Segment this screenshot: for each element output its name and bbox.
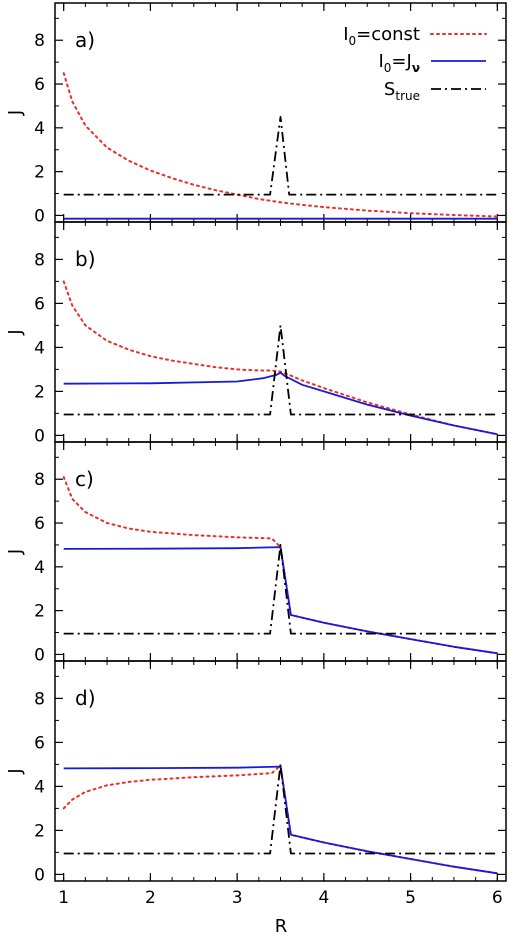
y-tick-label: 6 [34,75,45,95]
y-axis-title: J [5,768,26,774]
panel-label: b) [75,247,96,271]
y-tick-label: 4 [34,777,45,797]
y-tick-label: 8 [34,689,45,709]
series-line-I0Jnu [63,765,498,875]
legend: I0=const I0=Jν Strue [343,24,487,103]
y-tick-label: 2 [34,821,45,841]
plot-frame [54,2,507,223]
panel-d: 0 2 4 6 8 Jd) [5,660,507,885]
x-tick-label: 5 [405,888,416,908]
series-line-I0Jnu [63,371,498,436]
y-tick-label: 2 [34,602,45,622]
legend-entry: I0=Jν [378,51,486,75]
panel-b: 0 2 4 6 8 Jb) [5,221,507,446]
series-line-Strue [63,116,498,196]
series-line-I0const [62,764,499,875]
y-tick-label: 8 [34,470,45,490]
panel-label: d) [75,686,96,710]
y-tick-label: 8 [34,250,45,270]
panel-a: 0 2 4 6 8 Ja) [5,2,507,226]
legend-label: Strue [384,79,420,103]
series-line-Strue [63,763,498,855]
y-tick-label: 2 [34,163,45,183]
legend-label: I0=const [343,24,420,48]
x-tick-label: 1 [58,888,69,908]
y-axis-title: J [5,329,26,335]
x-tick-label: 4 [318,888,329,908]
legend-entry: Strue [384,79,486,103]
y-tick-label: 4 [34,119,45,139]
y-tick-label: 8 [34,31,45,51]
x-tick-labels: 1 2 3 4 5 6 [58,888,502,908]
x-tick-label: 6 [492,888,503,908]
legend-label: I0=Jν [378,51,420,75]
legend-entry: I0=const [343,24,487,48]
panels-group: 0 2 4 6 8 Ja) 0 2 4 6 8 Jb) 0 2 4 6 8 Jc) 0 2 4 6 8 Jd) [5,2,507,885]
x-tick-label: 2 [145,888,156,908]
panel-label: a) [75,28,95,52]
series-line-I0Jnu [63,546,498,655]
y-tick-label: 6 [34,733,45,753]
series-line-Strue [63,324,498,416]
panel-c: 0 2 4 6 8 Jc) [5,441,507,665]
y-tick-label: 0 [34,206,45,226]
y-axis-title: J [5,110,26,116]
y-tick-label: 4 [34,558,45,578]
series-line-I0const [62,280,499,436]
y-tick-label: 6 [34,514,45,534]
series-line-I0const [62,72,499,218]
y-tick-label: 0 [34,645,45,665]
y-tick-label: 4 [34,338,45,358]
series-line-Strue [63,544,498,635]
x-tick-label: 3 [232,888,243,908]
y-axis-title: J [5,549,26,555]
y-tick-label: 0 [34,426,45,446]
panel-label: c) [75,467,94,491]
y-tick-label: 0 [34,865,45,885]
x-axis-title: R [275,916,288,937]
y-tick-label: 2 [34,382,45,402]
series-line-I0const [62,476,499,655]
y-tick-label: 6 [34,294,45,314]
